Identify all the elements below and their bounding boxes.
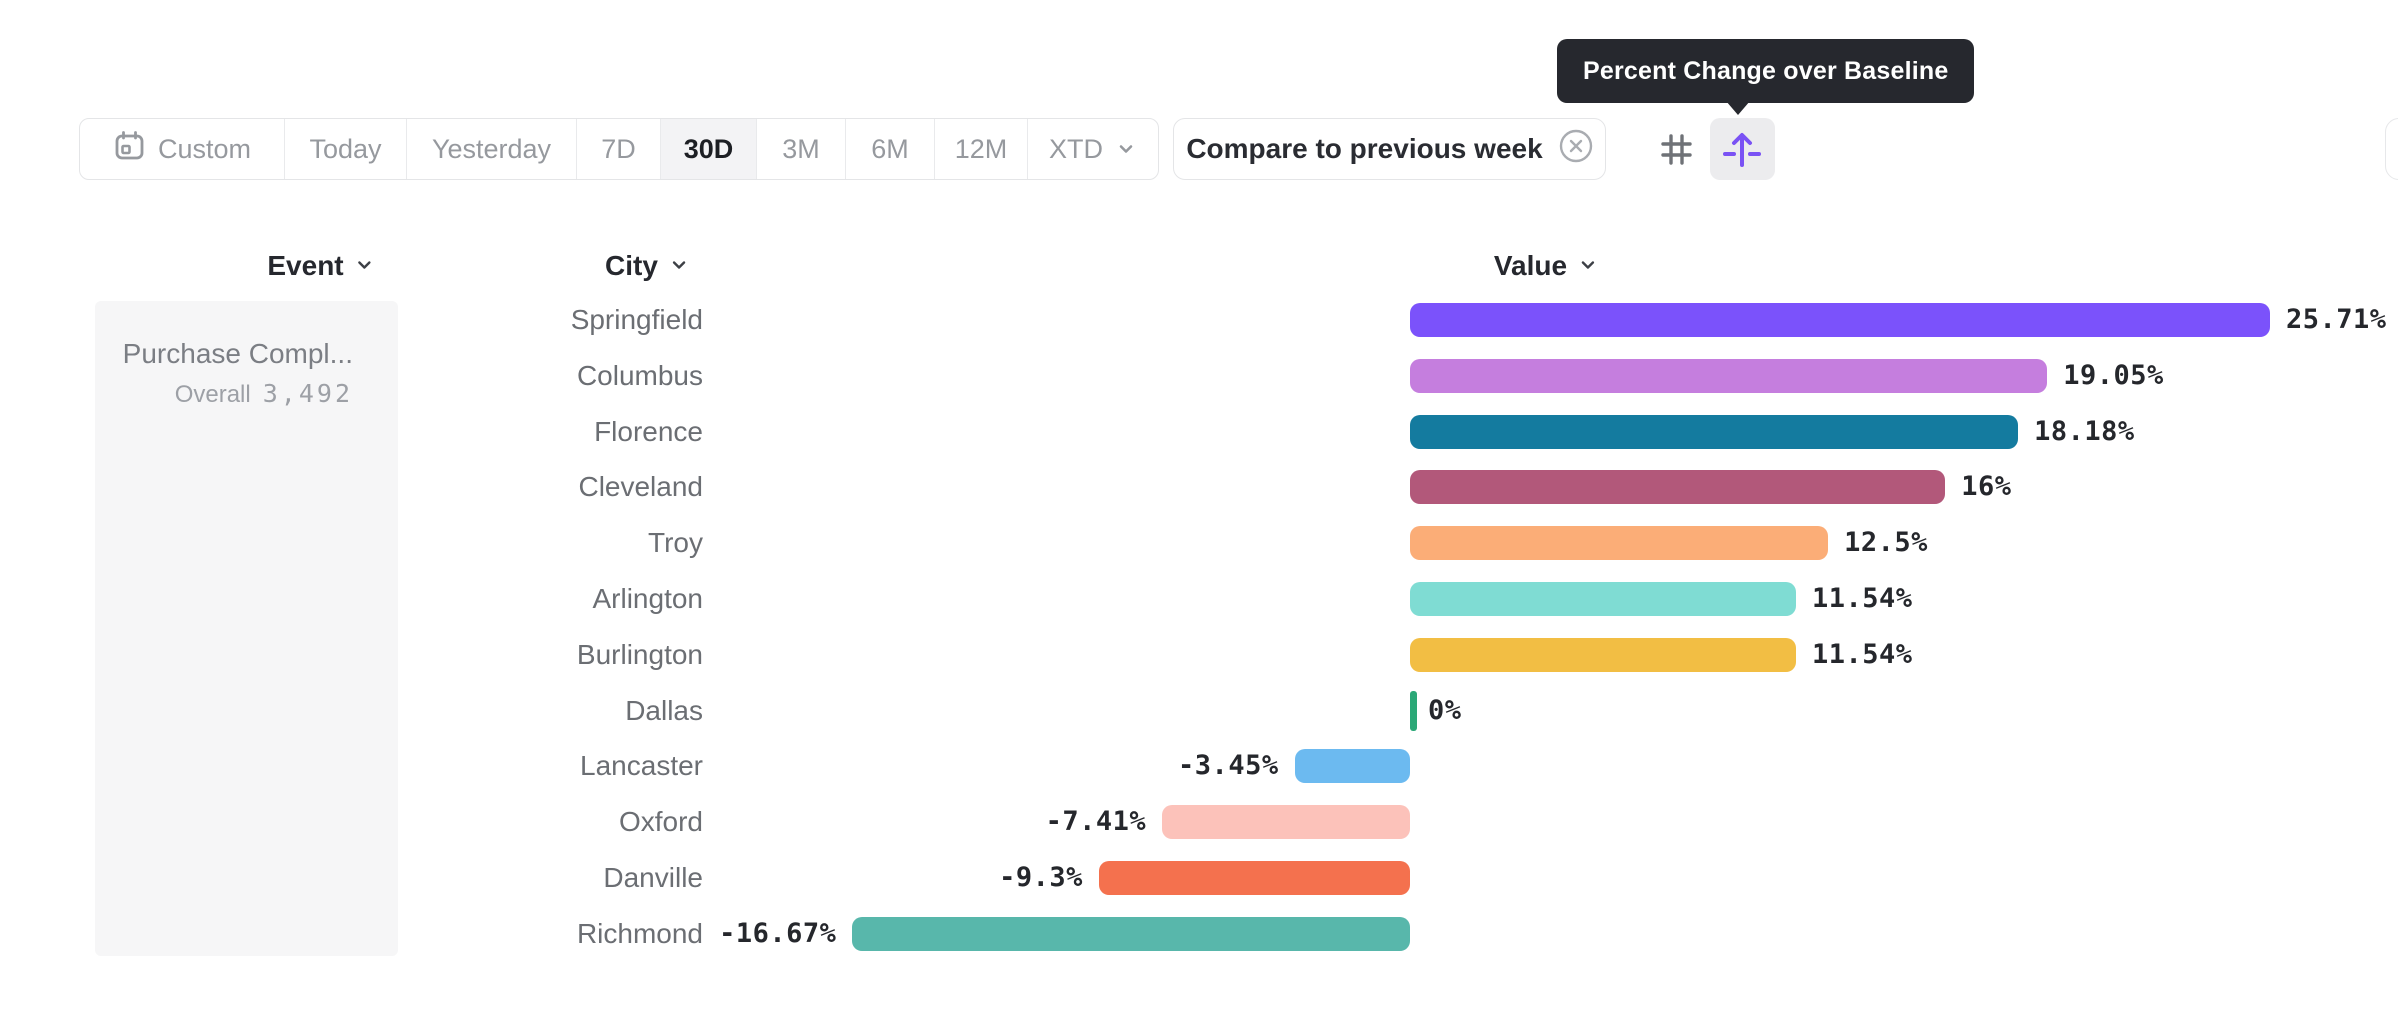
edge-clipped-button[interactable] bbox=[2385, 118, 2398, 180]
range-label: XTD bbox=[1049, 133, 1103, 164]
range-7d[interactable]: 7D bbox=[577, 119, 661, 179]
city-label: Dallas bbox=[625, 694, 703, 726]
range-label: 6M bbox=[871, 133, 909, 164]
range-3m[interactable]: 3M bbox=[757, 119, 846, 179]
date-range-toolbar: Custom Today Yesterday 7D 30D 3M 6M 12M XTD bbox=[79, 118, 1159, 180]
circle-x-icon[interactable] bbox=[1559, 129, 1593, 170]
tooltip: Percent Change over Baseline bbox=[1557, 39, 1975, 103]
value-label: 16% bbox=[1961, 471, 2012, 503]
overall-label: Overall bbox=[174, 381, 251, 408]
tooltip-arrow bbox=[1726, 101, 1750, 115]
city-label: Florence bbox=[594, 415, 703, 447]
chevron-down-icon bbox=[355, 250, 375, 282]
city-label: Cleveland bbox=[578, 471, 703, 503]
bar-troy[interactable] bbox=[1410, 526, 1829, 561]
toggle-grid[interactable] bbox=[1644, 118, 1710, 180]
column-header-value-label: Value bbox=[1493, 250, 1568, 281]
value-label: 11.54% bbox=[1812, 583, 1913, 614]
city-label: Troy bbox=[648, 527, 703, 559]
range-label: 30D bbox=[683, 133, 734, 164]
value-label: 19.05% bbox=[2063, 359, 2164, 391]
range-label: Custom bbox=[157, 133, 252, 164]
chart-view-toggle bbox=[1644, 118, 1775, 180]
bar-burlington[interactable] bbox=[1410, 637, 1796, 672]
overall-value: 3,492 bbox=[262, 379, 353, 408]
value-label: -16.67% bbox=[719, 917, 837, 949]
compare-label: Compare to previous week bbox=[1186, 133, 1543, 164]
bar-cleveland[interactable] bbox=[1410, 470, 1946, 505]
range-30d[interactable]: 30D bbox=[661, 119, 757, 179]
column-header-value[interactable]: Value bbox=[1494, 250, 1598, 282]
event-meta: Overall 3,492 bbox=[95, 379, 353, 409]
column-header-event-label: Event bbox=[267, 250, 344, 281]
compare-button[interactable]: Compare to previous week bbox=[1173, 118, 1606, 180]
bar-danville[interactable] bbox=[1098, 861, 1410, 895]
chevron-down-icon bbox=[669, 250, 689, 282]
range-label: Yesterday bbox=[431, 133, 552, 164]
value-label: 25.71% bbox=[2285, 304, 2387, 335]
city-label: Arlington bbox=[592, 583, 703, 614]
event-title: Purchase Compl... bbox=[122, 338, 353, 369]
calendar-icon bbox=[113, 129, 146, 169]
city-label: Danville bbox=[603, 862, 703, 893]
city-label: Springfield bbox=[570, 304, 703, 335]
chevron-down-icon bbox=[1115, 138, 1137, 160]
value-label: 11.54% bbox=[1812, 638, 1913, 670]
city-label: Columbus bbox=[576, 359, 703, 391]
value-label: -9.3% bbox=[999, 862, 1083, 893]
value-label: 18.18% bbox=[2034, 415, 2135, 447]
value-label: 0% bbox=[1428, 694, 1462, 726]
range-label: 7D bbox=[601, 133, 636, 164]
range-yesterday[interactable]: Yesterday bbox=[407, 119, 577, 179]
value-label: 12.5% bbox=[1844, 527, 1928, 559]
range-xtd[interactable]: XTD bbox=[1028, 119, 1158, 179]
column-header-city[interactable]: City bbox=[605, 250, 689, 282]
event-card[interactable]: Purchase Compl... Overall 3,492 bbox=[95, 301, 398, 956]
range-today[interactable]: Today bbox=[285, 119, 407, 179]
grid-icon bbox=[1658, 131, 1695, 168]
city-label: Lancaster bbox=[580, 750, 703, 782]
range-label: 3M bbox=[782, 133, 820, 164]
column-header-city-label: City bbox=[605, 250, 658, 281]
range-custom[interactable]: Custom bbox=[80, 119, 285, 179]
bar-arlington[interactable] bbox=[1410, 582, 1796, 616]
bar-richmond[interactable] bbox=[852, 916, 1410, 951]
city-label: Oxford bbox=[618, 806, 703, 838]
column-header-event[interactable]: Event bbox=[267, 250, 374, 282]
bar-lancaster[interactable] bbox=[1294, 749, 1410, 784]
toggle-baseline-arrow[interactable] bbox=[1709, 118, 1775, 180]
city-label: Burlington bbox=[576, 638, 703, 670]
bar-columbus[interactable] bbox=[1410, 358, 2048, 393]
bar-oxford[interactable] bbox=[1162, 805, 1410, 840]
value-label: -7.41% bbox=[1045, 806, 1147, 838]
range-6m[interactable]: 6M bbox=[846, 119, 935, 179]
range-label: 12M bbox=[954, 133, 1008, 164]
chevron-down-icon bbox=[1578, 250, 1598, 282]
bar-dallas[interactable] bbox=[1410, 690, 1417, 731]
tooltip-text: Percent Change over Baseline bbox=[1583, 56, 1949, 85]
baseline-arrow-icon bbox=[1722, 129, 1762, 169]
city-label: Richmond bbox=[576, 917, 703, 949]
bar-florence[interactable] bbox=[1410, 414, 2019, 449]
value-label: -3.45% bbox=[1178, 750, 1279, 782]
range-label: Today bbox=[309, 133, 382, 164]
range-12m[interactable]: 12M bbox=[935, 119, 1028, 179]
bar-springfield[interactable] bbox=[1410, 303, 2270, 337]
